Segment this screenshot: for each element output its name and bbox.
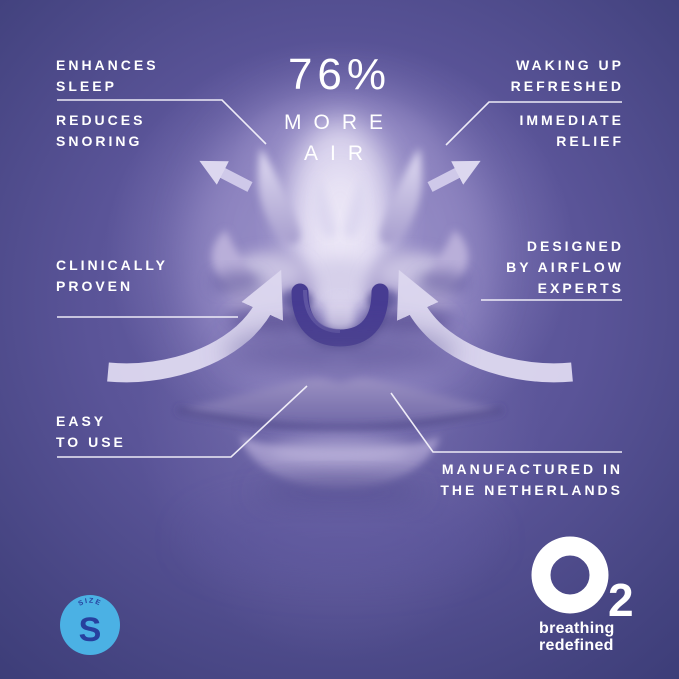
size-badge-label: SIZE — [77, 598, 101, 608]
size-badge-text: SIZE S — [77, 598, 102, 649]
headline-percent: 76% — [287, 50, 392, 99]
callout-lines — [57, 99, 622, 458]
label-enhances-sleep: ENHANCES SLEEP — [56, 57, 159, 94]
label-waking-up-refreshed: WAKING UP REFRESHED — [510, 57, 624, 94]
size-badge-circle — [60, 595, 120, 655]
size-badge-value: S — [79, 611, 102, 649]
airflow-out-arrow-icon — [199, 160, 253, 192]
label-immediate-relief: IMMEDIATE RELIEF — [519, 112, 624, 149]
headline-more: MORE — [284, 111, 395, 134]
size-badge: SIZE S — [60, 595, 120, 655]
logo-tagline: breathing redefined — [539, 620, 615, 654]
label-reduces-snoring: REDUCES SNORING — [56, 112, 146, 149]
svg-text:SIZE: SIZE — [77, 598, 102, 608]
airflow-swoosh-icon — [107, 269, 284, 383]
dilator-outer-wing — [258, 148, 300, 244]
headline-air: AIR — [303, 142, 375, 165]
label-manufactured: MANUFACTURED IN THE NETHERLANDS — [440, 461, 623, 498]
lips — [177, 330, 503, 578]
o2-logo-subscript: 2 — [608, 574, 634, 617]
mouth-line — [177, 408, 503, 431]
label-clinically-proven: CLINICALLY PROVEN — [56, 257, 168, 294]
label-easy-to-use: EASY TO USE — [56, 413, 126, 450]
label-designed-by-airflow-experts: DESIGNED BY AIRFLOW EXPERTS — [506, 238, 624, 296]
callout-line-waking-up — [445, 101, 622, 146]
callout-line-enhances-sleep — [57, 99, 267, 145]
o2-logo-icon: 2 — [531, 536, 634, 626]
dilator-inner-wing — [314, 176, 336, 238]
upper-lip — [178, 378, 502, 427]
callout-line-easy-to-use — [57, 385, 308, 458]
brand-logo: 2 breathing redefined — [523, 532, 658, 662]
callout-line-manufactured — [390, 392, 622, 453]
